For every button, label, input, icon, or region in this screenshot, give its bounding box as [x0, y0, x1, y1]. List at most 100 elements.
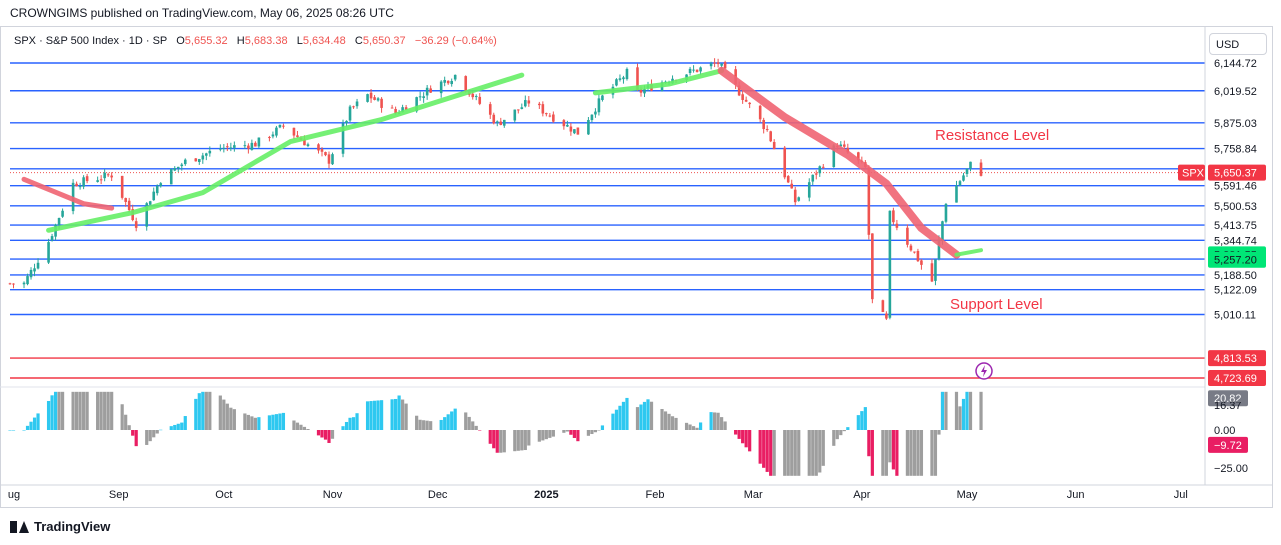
oscillator-bar[interactable] — [797, 430, 801, 476]
candle-body[interactable] — [243, 145, 247, 147]
oscillator-bar[interactable] — [404, 403, 408, 430]
candle-body[interactable] — [846, 147, 850, 153]
candle-body[interactable] — [495, 121, 499, 123]
candle-body[interactable] — [425, 87, 429, 96]
candle-body[interactable] — [916, 250, 920, 262]
oscillator-bar[interactable] — [832, 430, 836, 446]
candle-body[interactable] — [762, 119, 765, 130]
candle-body[interactable] — [937, 239, 941, 259]
oscillator-bar[interactable] — [916, 430, 920, 476]
oscillator-bar[interactable] — [173, 424, 177, 430]
candle-body[interactable] — [885, 313, 888, 319]
candle-body[interactable] — [250, 142, 254, 150]
oscillator-bar[interactable] — [495, 430, 499, 453]
candle-body[interactable] — [502, 119, 506, 126]
oscillator-bar[interactable] — [229, 407, 233, 430]
candle-body[interactable] — [275, 127, 278, 136]
candle-body[interactable] — [271, 134, 275, 137]
candle-body[interactable] — [758, 105, 762, 120]
candle-body[interactable] — [201, 155, 205, 160]
oscillator-bar[interactable] — [120, 404, 124, 430]
oscillator-bar[interactable] — [418, 419, 422, 430]
oscillator-bar[interactable] — [723, 421, 727, 430]
candle-body[interactable] — [821, 166, 825, 168]
oscillator-bar[interactable] — [60, 391, 65, 430]
candle-body[interactable] — [208, 150, 212, 154]
candle-body[interactable] — [85, 176, 89, 182]
candle-body[interactable] — [944, 203, 948, 222]
oscillator-bar[interactable] — [919, 430, 924, 476]
oscillator-bar[interactable] — [344, 421, 349, 430]
candle-body[interactable] — [99, 179, 103, 181]
oscillator-bar[interactable] — [50, 395, 54, 430]
oscillator-bar[interactable] — [124, 414, 128, 430]
oscillator-bar[interactable] — [713, 412, 717, 430]
candle-body[interactable] — [29, 269, 33, 278]
oscillator-bar[interactable] — [937, 430, 941, 435]
oscillator-bar[interactable] — [429, 421, 433, 430]
oscillator-bar[interactable] — [881, 430, 885, 476]
oscillator-bar[interactable] — [75, 391, 79, 430]
oscillator-bar[interactable] — [537, 430, 541, 442]
candle-body[interactable] — [394, 108, 397, 114]
candle-body[interactable] — [22, 282, 26, 285]
oscillator-bar[interactable] — [246, 414, 250, 430]
oscillator-bar[interactable] — [688, 424, 692, 430]
candle-body[interactable] — [913, 251, 916, 253]
oscillator-bar[interactable] — [341, 426, 345, 430]
oscillator-bar[interactable] — [614, 409, 619, 430]
oscillator-bar[interactable] — [152, 430, 156, 438]
candle-body[interactable] — [453, 74, 457, 80]
oscillator-bar[interactable] — [464, 412, 468, 430]
oscillator-bar[interactable] — [541, 430, 545, 441]
oscillator-bar[interactable] — [278, 413, 282, 430]
candle-body[interactable] — [769, 131, 772, 142]
candle-body[interactable] — [587, 119, 590, 135]
candle-body[interactable] — [636, 67, 639, 90]
oscillator-bar[interactable] — [443, 417, 447, 430]
oscillator-bar[interactable] — [562, 430, 566, 433]
candle-body[interactable] — [229, 147, 233, 149]
candle-body[interactable] — [376, 98, 380, 101]
oscillator-bar[interactable] — [870, 430, 874, 476]
candle-body[interactable] — [152, 191, 156, 201]
oscillator-bar[interactable] — [765, 430, 769, 472]
candle-body[interactable] — [96, 180, 99, 182]
candle-body[interactable] — [320, 148, 324, 152]
candle-body[interactable] — [906, 227, 909, 245]
oscillator-bar[interactable] — [330, 430, 335, 439]
oscillator-bar[interactable] — [734, 430, 738, 435]
oscillator-bar[interactable] — [82, 391, 86, 430]
candle-body[interactable] — [695, 69, 699, 72]
oscillator-bar[interactable] — [197, 393, 201, 430]
oscillator-bar[interactable] — [106, 391, 110, 430]
candle-body[interactable] — [422, 96, 425, 98]
candle-body[interactable] — [958, 181, 962, 186]
oscillator-bar[interactable] — [769, 430, 773, 476]
candle-body[interactable] — [443, 79, 446, 83]
oscillator-bar[interactable] — [639, 404, 643, 430]
oscillator-bar[interactable] — [516, 430, 520, 451]
oscillator-bar[interactable] — [748, 430, 752, 452]
candle-body[interactable] — [895, 223, 899, 228]
oscillator-bar[interactable] — [232, 409, 236, 430]
candle-body[interactable] — [909, 245, 913, 251]
candle-body[interactable] — [720, 63, 723, 66]
candle-body[interactable] — [317, 144, 320, 151]
oscillator-bar[interactable] — [646, 399, 650, 430]
candle-body[interactable] — [857, 152, 860, 161]
candle-body[interactable] — [471, 93, 475, 98]
oscillator-bar[interactable] — [299, 424, 303, 430]
oscillator-bar[interactable] — [520, 430, 524, 451]
oscillator-bar[interactable] — [912, 430, 917, 476]
oscillator-bar[interactable] — [379, 400, 384, 430]
candle-body[interactable] — [36, 262, 40, 269]
candle-body[interactable] — [418, 96, 422, 98]
oscillator-bar[interactable] — [863, 407, 867, 430]
oscillator-bar[interactable] — [96, 391, 100, 430]
oscillator-bar[interactable] — [569, 430, 573, 435]
oscillator-bar[interactable] — [281, 412, 286, 430]
oscillator-bar[interactable] — [821, 430, 825, 466]
oscillator-bar[interactable] — [737, 430, 741, 439]
oscillator-bar[interactable] — [365, 401, 370, 430]
